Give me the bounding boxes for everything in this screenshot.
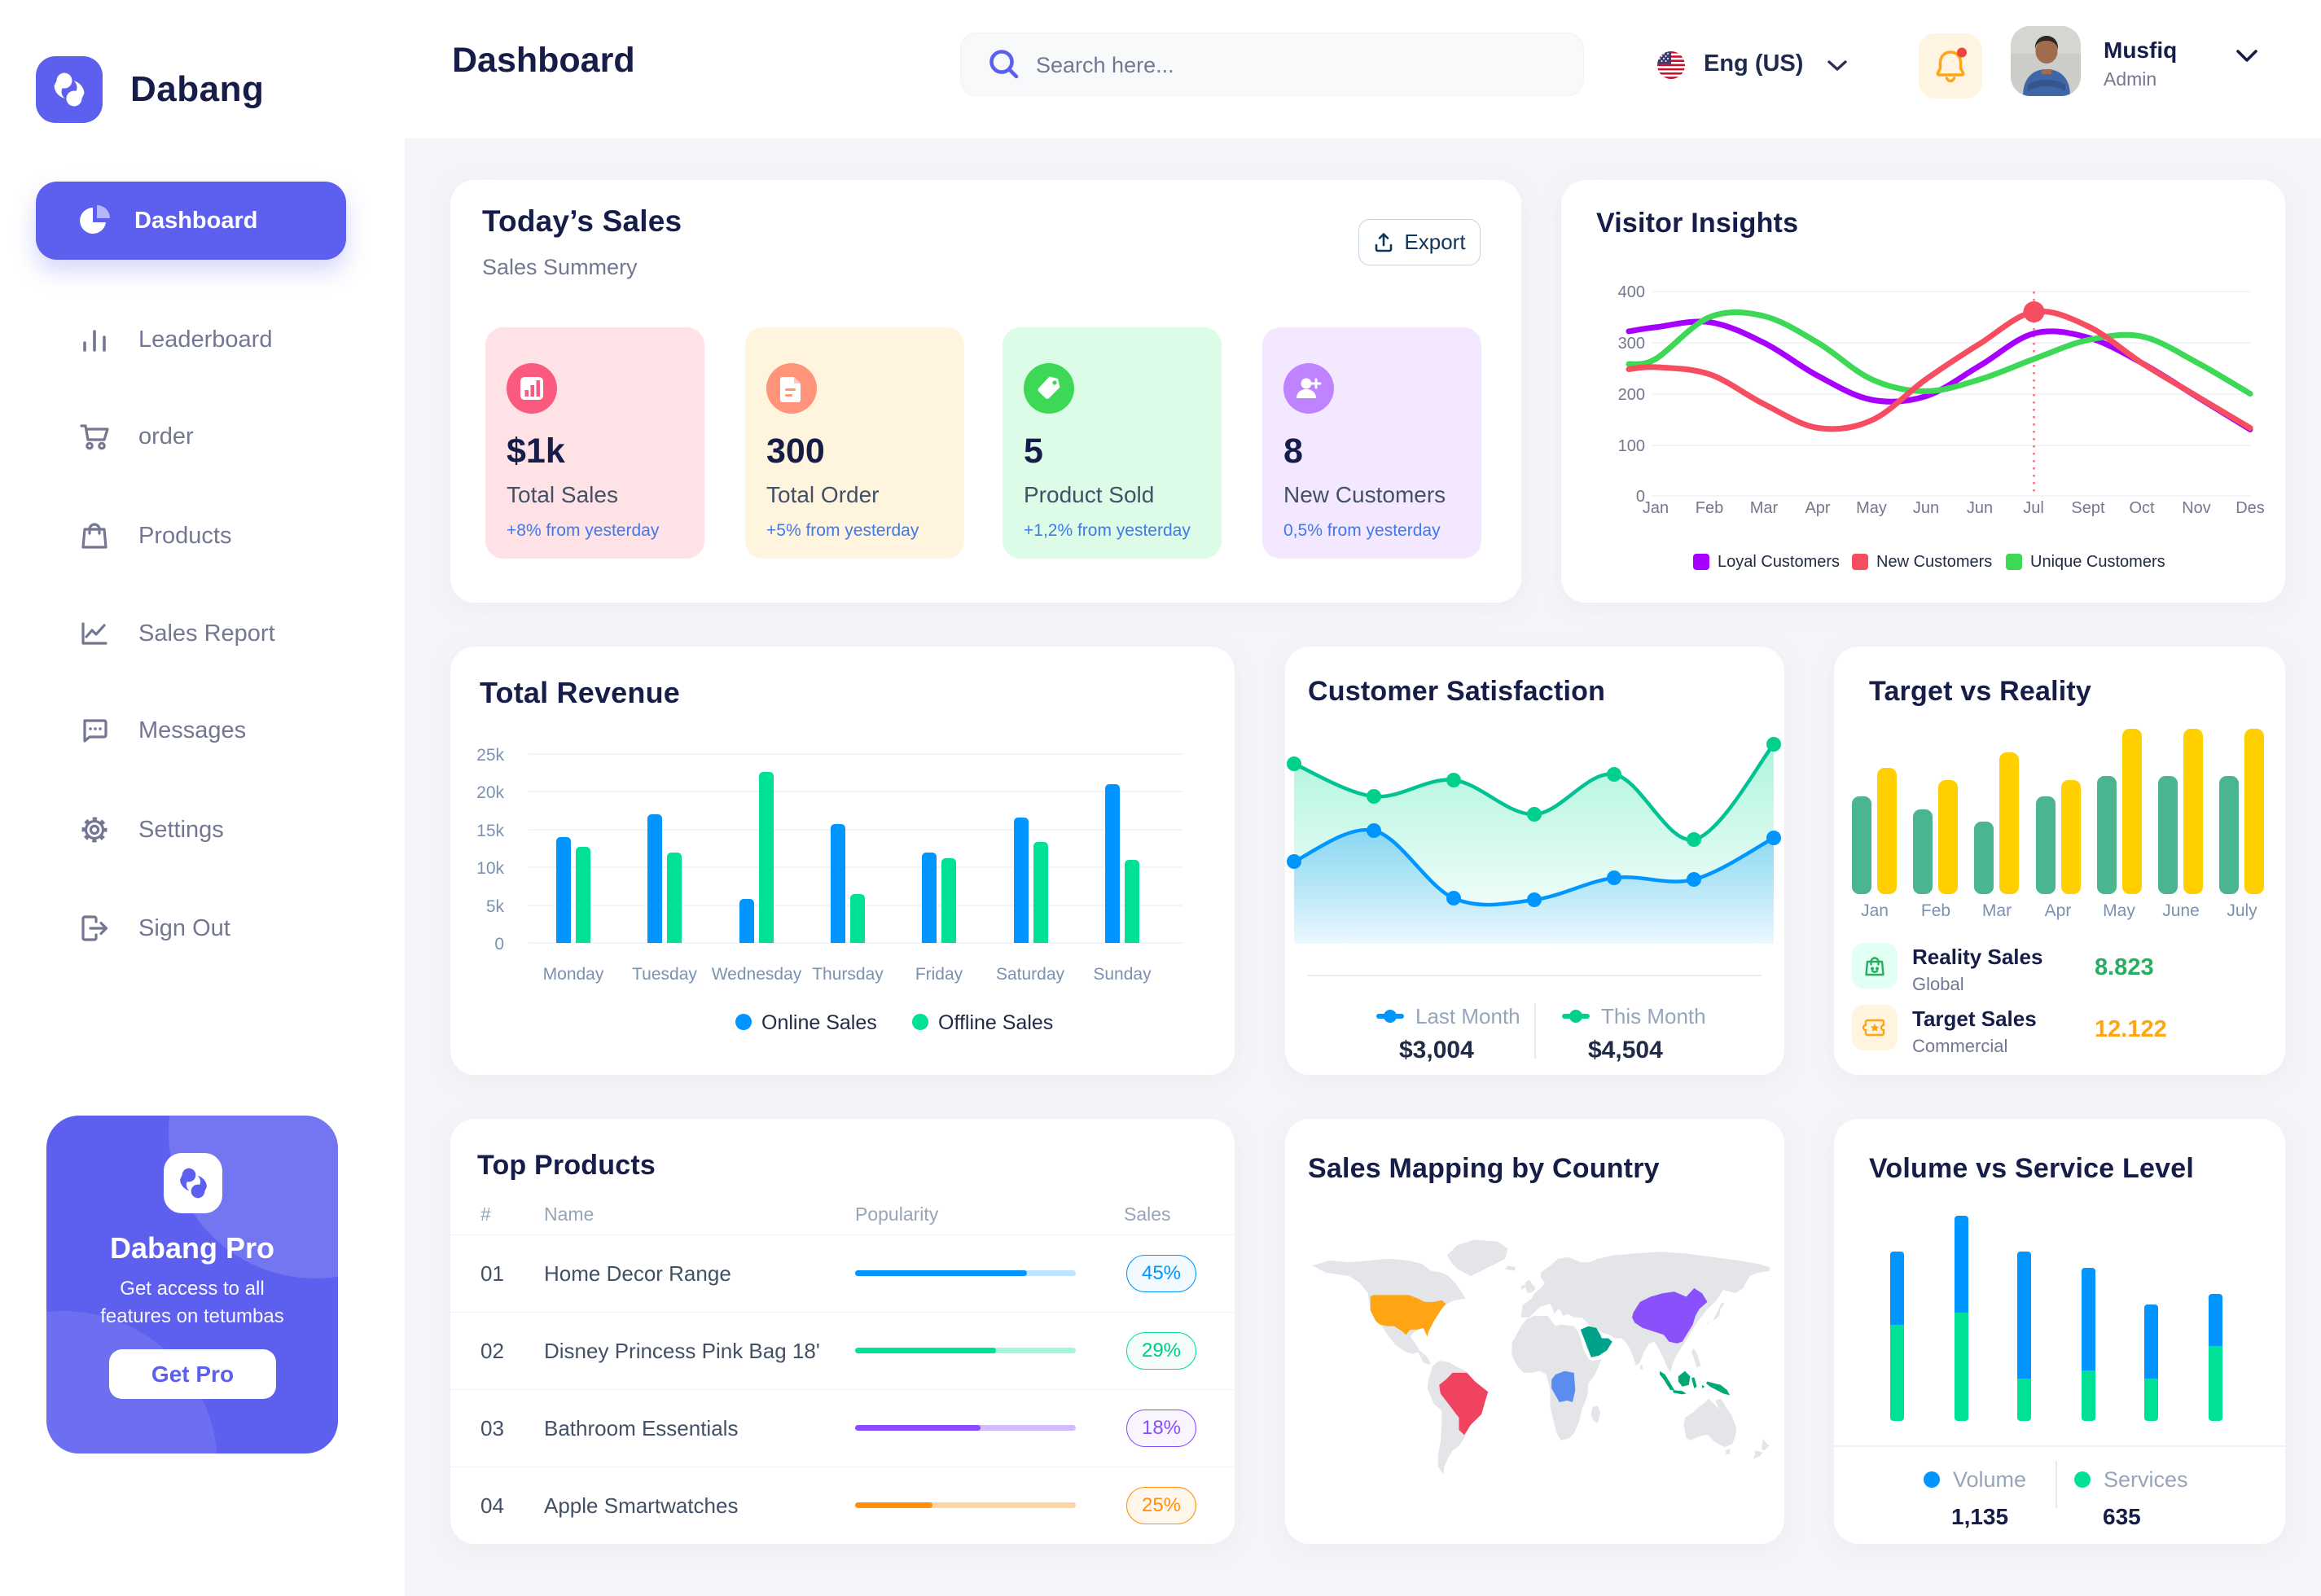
svg-text:Jun: Jun <box>1967 499 1993 517</box>
svg-text:15k: 15k <box>476 822 504 840</box>
svg-text:20k: 20k <box>476 783 504 802</box>
svg-text:Jan: Jan <box>1861 901 1889 920</box>
svg-text:Tuesday: Tuesday <box>632 965 697 984</box>
svg-text:July: July <box>2227 901 2257 920</box>
svg-text:1,135: 1,135 <box>1951 1504 2008 1529</box>
svg-text:Friday: Friday <box>915 965 963 984</box>
svg-text:200: 200 <box>1618 386 1645 404</box>
svg-text:May: May <box>1856 499 1887 517</box>
svg-text:New Customers: New Customers <box>1876 553 1992 571</box>
svg-text:$4,504: $4,504 <box>1588 1037 1663 1063</box>
svg-text:Monday: Monday <box>543 965 604 984</box>
svg-text:Nov: Nov <box>2182 499 2211 517</box>
svg-text:0: 0 <box>494 935 504 954</box>
svg-text:10k: 10k <box>476 859 504 878</box>
svg-text:Oct: Oct <box>2129 499 2155 517</box>
svg-text:Des: Des <box>2235 499 2265 517</box>
svg-text:Jul: Jul <box>2023 499 2044 517</box>
svg-text:100: 100 <box>1618 437 1645 455</box>
svg-text:Wednesday: Wednesday <box>712 965 802 984</box>
svg-text:Saturday: Saturday <box>996 965 1065 984</box>
svg-text:June: June <box>2162 901 2200 920</box>
svg-text:Feb: Feb <box>1921 901 1950 920</box>
svg-text:400: 400 <box>1618 283 1645 301</box>
svg-text:Last Month: Last Month <box>1415 1004 1520 1028</box>
svg-text:May: May <box>2103 901 2135 920</box>
svg-text:Services: Services <box>2104 1467 2188 1492</box>
svg-text:This Month: This Month <box>1601 1004 1706 1028</box>
svg-text:$3,004: $3,004 <box>1399 1037 1474 1063</box>
svg-text:Mar: Mar <box>1750 499 1779 517</box>
svg-text:Apr: Apr <box>1805 499 1830 517</box>
svg-text:Mar: Mar <box>1982 901 2012 920</box>
svg-text:0: 0 <box>1636 488 1645 506</box>
svg-text:Jan: Jan <box>1643 499 1669 517</box>
svg-text:300: 300 <box>1618 335 1645 353</box>
svg-text:635: 635 <box>2103 1504 2141 1529</box>
svg-text:Sunday: Sunday <box>1093 965 1152 984</box>
svg-text:Offline Sales: Offline Sales <box>938 1011 1053 1034</box>
svg-text:Unique Customers: Unique Customers <box>2030 553 2165 571</box>
svg-text:Apr: Apr <box>2045 901 2072 920</box>
svg-text:Online Sales: Online Sales <box>761 1011 877 1034</box>
svg-text:Loyal Customers: Loyal Customers <box>1718 553 1840 571</box>
svg-text:Jun: Jun <box>1913 499 1939 517</box>
svg-text:Feb: Feb <box>1696 499 1723 517</box>
svg-text:Thursday: Thursday <box>812 965 884 984</box>
svg-text:25k: 25k <box>476 746 504 765</box>
svg-text:Volume: Volume <box>1953 1467 2026 1492</box>
svg-text:Sept: Sept <box>2071 499 2105 517</box>
svg-text:5k: 5k <box>486 897 505 916</box>
